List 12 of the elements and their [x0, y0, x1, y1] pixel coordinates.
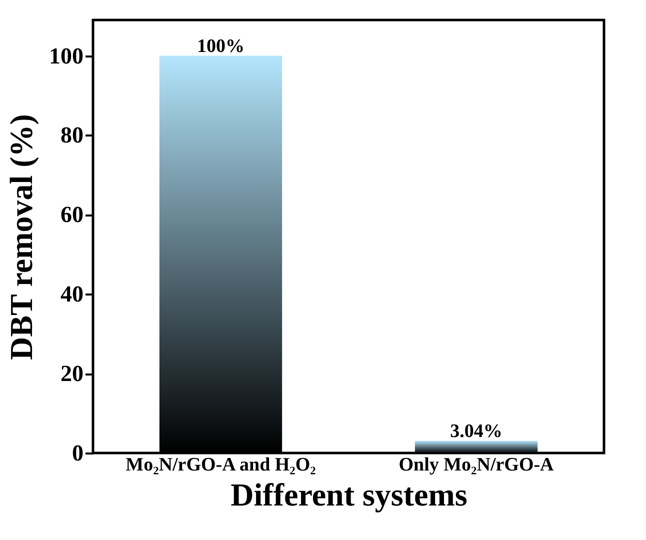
y-tick-label: 60 [60, 202, 84, 228]
y-tick-label: 20 [60, 361, 84, 386]
x-tick-label: Mo₂N/rGO-A and H₂O₂ [126, 454, 316, 476]
x-tick-label: Only Mo₂N/rGO-A [398, 454, 554, 476]
data-label: 3.04% [450, 420, 502, 442]
y-tick-label: 40 [60, 282, 84, 307]
y-axis-title: DBT removal (%) [3, 114, 39, 360]
y-tick-label: 0 [72, 440, 84, 466]
x-axis-title: Different systems [230, 476, 468, 512]
data-label: 100% [197, 36, 244, 57]
y-tick-label: 100 [49, 43, 84, 68]
y-tick-label: 80 [60, 122, 84, 148]
